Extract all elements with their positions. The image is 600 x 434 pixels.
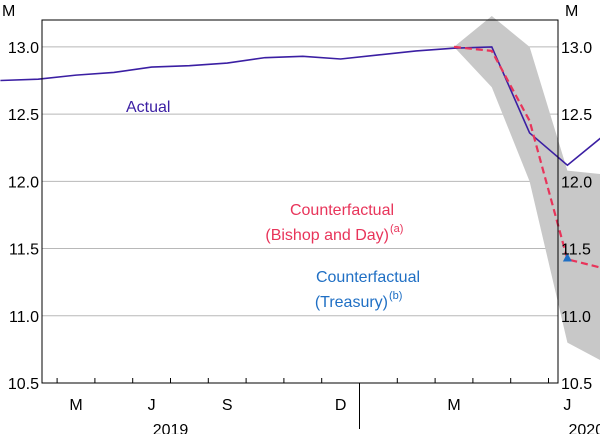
y-tick-label-right: 12.0	[561, 174, 592, 191]
grid-lines	[42, 46, 558, 317]
y-tick-label-left: 10.5	[8, 376, 39, 393]
y-tick-label-right: 13.0	[561, 40, 592, 57]
y-unit-left: M	[2, 3, 15, 20]
series-line-actual	[0, 46, 600, 167]
x-tick-label: J	[148, 397, 156, 414]
y-tick-label-right: 11.0	[561, 309, 591, 326]
y-tick-label-left: 11.0	[9, 309, 39, 326]
x-year-label: 2020	[569, 422, 600, 434]
label-bishop-superscript: (a)	[390, 223, 403, 235]
label-bishop-line2: (Bishop and Day)	[265, 227, 389, 244]
x-tick-label: J	[563, 397, 571, 414]
y-unit-right: M	[565, 3, 578, 20]
tick-labels: 10.5 10.5 11.0 11.0 11.5 11.5 12.0 12.0 12.5 12.5…	[8, 40, 600, 434]
x-tick-label: D	[335, 397, 347, 414]
label-treasury-line1: Counterfactual	[316, 269, 420, 286]
x-tick-label: S	[222, 397, 233, 414]
x-tick-label: M	[447, 397, 460, 414]
y-tick-label-left: 11.5	[9, 242, 39, 259]
counterfactual-range-band	[454, 15, 600, 361]
label-bishop-line1: Counterfactual	[290, 202, 394, 219]
label-actual: Actual	[126, 99, 170, 116]
y-tick-label-right: 11.5	[561, 242, 591, 259]
series-line-bishop-and-day	[453, 45, 600, 269]
x-year-label: 2019	[153, 422, 189, 434]
x-tick-label: M	[69, 397, 82, 414]
y-tick-label-left: 12.5	[8, 107, 39, 124]
y-tick-label-left: 13.0	[8, 40, 39, 57]
treasury-markers	[562, 252, 572, 262]
axis-ticks	[56, 378, 549, 429]
label-treasury-line2: (Treasury)	[315, 294, 388, 311]
label-treasury-superscript: (b)	[389, 290, 402, 302]
treasury-marker	[562, 252, 572, 262]
y-tick-label-right: 12.5	[561, 107, 592, 124]
y-tick-label-left: 12.0	[8, 174, 39, 191]
plot-frame	[41, 19, 559, 384]
y-tick-label-right: 10.5	[561, 376, 592, 393]
